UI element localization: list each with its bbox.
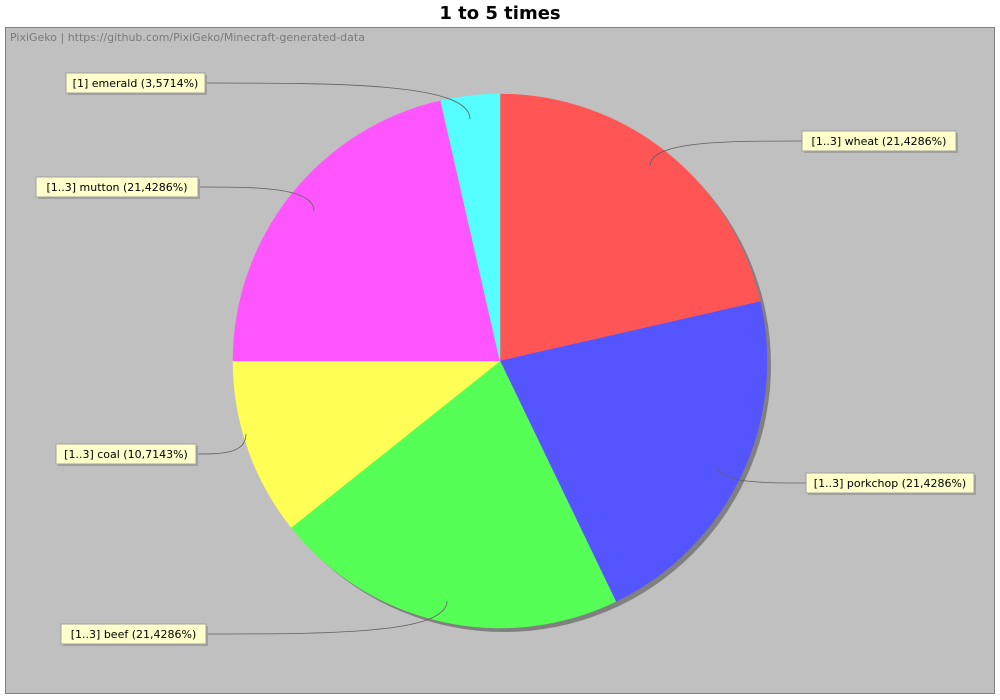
label-box bbox=[35, 176, 199, 198]
label-text-wheat: [1..3] wheat (21,4286%) bbox=[812, 135, 947, 148]
slice-label-mutton: [1..3] mutton (21,4286%) bbox=[35, 176, 200, 199]
chart-title: 1 to 5 times bbox=[439, 3, 561, 24]
label-text-porkchop: [1..3] porkchop (21,4286%) bbox=[814, 477, 966, 490]
label-text-mutton: [1..3] mutton (21,4286%) bbox=[46, 181, 187, 194]
label-text-coal: [1..3] coal (10,7143%) bbox=[64, 448, 188, 461]
leader-line-beef bbox=[205, 600, 448, 635]
pie-leader-lines bbox=[195, 82, 807, 635]
slice-label-coal: [1..3] coal (10,7143%) bbox=[55, 443, 198, 466]
source-note: PixiGeko | https://github.com/PixiGeko/M… bbox=[10, 31, 365, 44]
label-box bbox=[60, 623, 207, 645]
pie-slice-emerald bbox=[440, 93, 501, 362]
leader-line-emerald bbox=[204, 82, 471, 120]
label-box bbox=[805, 472, 975, 494]
leader-line-mutton bbox=[197, 186, 315, 212]
slice-label-porkchop: [1..3] porkchop (21,4286%) bbox=[805, 472, 976, 495]
pie-slice-beef bbox=[290, 360, 617, 629]
leader-line-wheat bbox=[649, 140, 803, 167]
label-box bbox=[801, 130, 957, 152]
label-text-emerald: [1] emerald (3,5714%) bbox=[73, 77, 199, 90]
leader-line-porkchop bbox=[716, 464, 807, 484]
label-box bbox=[65, 72, 206, 94]
slice-label-wheat: [1..3] wheat (21,4286%) bbox=[801, 130, 958, 153]
leader-line-coal bbox=[195, 433, 247, 455]
plot-area: PixiGeko | https://github.com/PixiGeko/M… bbox=[5, 27, 995, 694]
pie-labels: [1..3] wheat (21,4286%) [1..3] porkchop (… bbox=[35, 72, 976, 646]
pie-slices bbox=[232, 93, 768, 629]
pie-chart: [1..3] wheat (21,4286%) [1..3] porkchop (… bbox=[35, 72, 976, 646]
pie-slice-coal bbox=[232, 360, 501, 528]
slice-label-beef: [1..3] beef (21,4286%) bbox=[60, 623, 208, 646]
pie-slice-wheat bbox=[499, 93, 761, 362]
label-box bbox=[55, 443, 197, 465]
pie-slice-porkchop bbox=[499, 301, 768, 602]
label-text-beef: [1..3] beef (21,4286%) bbox=[71, 628, 196, 641]
slice-label-emerald: [1] emerald (3,5714%) bbox=[65, 72, 207, 95]
pie-slice-mutton bbox=[232, 100, 501, 362]
